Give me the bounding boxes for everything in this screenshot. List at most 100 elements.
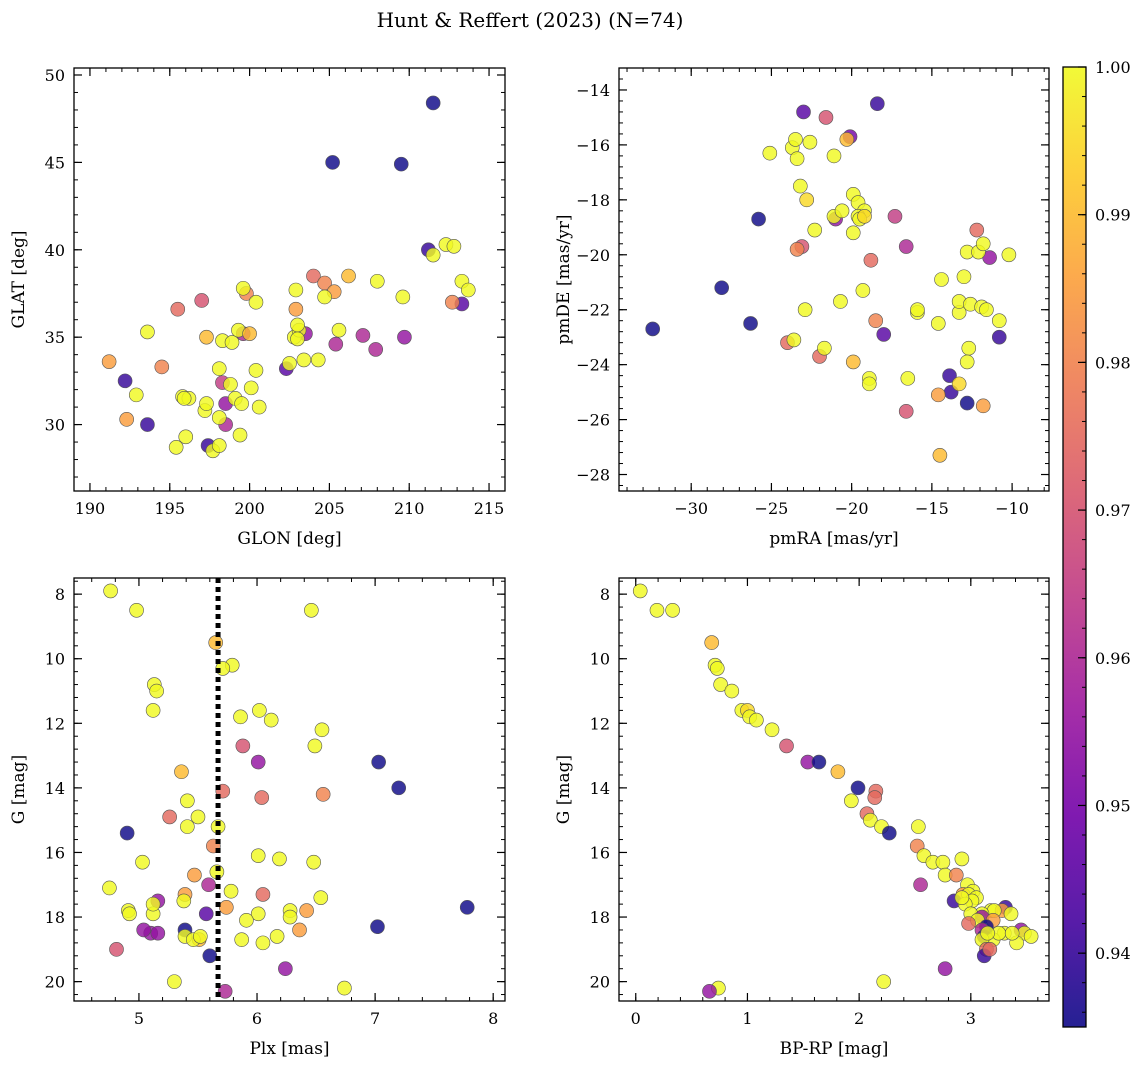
scatter-point — [248, 294, 264, 310]
scatter-point — [190, 809, 206, 825]
scatter-point — [193, 929, 208, 944]
scatter-point — [980, 925, 995, 941]
scatter-point — [341, 268, 356, 284]
x-tick-label: −30 — [674, 499, 708, 518]
scatter-point — [199, 329, 214, 345]
x-tick-label: 205 — [314, 499, 345, 518]
x-tick-label: 215 — [474, 499, 505, 518]
scatter-point — [793, 178, 808, 194]
x-tick-label: 190 — [75, 499, 106, 518]
scatter-point — [109, 942, 124, 957]
scatter-point — [704, 635, 720, 650]
scatter-point — [180, 793, 195, 809]
scatter-point — [645, 321, 660, 337]
scatter-point — [201, 877, 216, 893]
scatter-point — [250, 906, 266, 922]
y-tick-label: 10 — [45, 650, 65, 669]
scatter-point — [224, 335, 240, 350]
y-tick-label: 8 — [55, 585, 65, 604]
scatter-point — [282, 356, 297, 371]
scatter-point — [764, 722, 780, 738]
scatter-point — [459, 900, 475, 915]
scatter-point — [145, 703, 161, 718]
scatter-point — [826, 148, 842, 164]
scatter-point — [937, 961, 953, 977]
scatter-point — [393, 156, 409, 172]
scatter-point — [128, 387, 144, 403]
scatter-point — [446, 238, 462, 254]
colorbar-tick-label: 0.95 — [1095, 796, 1131, 815]
scatter-point — [959, 395, 975, 411]
scatter-point — [751, 211, 766, 227]
scatter-point — [282, 909, 298, 925]
scatter-point — [762, 145, 778, 161]
scatter-point — [239, 912, 254, 928]
scatter-points — [102, 583, 475, 999]
scatter-point — [961, 916, 976, 931]
scatter-point — [117, 373, 133, 389]
scatter-point — [951, 376, 967, 392]
scatter-point — [789, 241, 805, 257]
scatter-point — [881, 825, 897, 841]
x-tick-label: 1 — [742, 1009, 752, 1028]
scatter-point — [910, 302, 925, 318]
x-tick-label: 0 — [631, 1009, 641, 1028]
scatter-point — [255, 887, 271, 902]
y-tick-label: 8 — [600, 585, 610, 604]
scatter-point — [119, 825, 135, 841]
scatter-point — [743, 316, 758, 331]
scatter-point — [397, 329, 412, 345]
scatter-point — [176, 893, 192, 909]
scatter-point — [176, 391, 192, 406]
scatter-point — [797, 302, 813, 318]
y-tick-label: 16 — [590, 843, 610, 862]
scatter-point — [911, 819, 926, 834]
scatter-point — [272, 851, 287, 867]
scatter-point — [991, 329, 1007, 345]
axes-frame — [73, 67, 506, 492]
scatter-point — [807, 222, 823, 238]
x-tick-label: 210 — [394, 499, 425, 518]
x-tick-label: −15 — [915, 499, 949, 518]
y-axis-label: GLAT [deg] — [9, 230, 29, 328]
scatter-point — [180, 819, 195, 834]
y-tick-label: 10 — [590, 650, 610, 669]
y-tick-label: 20 — [45, 973, 65, 992]
x-tick-label: 8 — [488, 1009, 498, 1028]
scatter-point — [243, 380, 259, 396]
scatter-point — [162, 809, 177, 825]
scatter-point — [876, 974, 892, 989]
scatter-point — [445, 294, 460, 310]
scatter-point — [934, 272, 949, 287]
scatter-point — [251, 399, 267, 415]
scatter-point — [355, 328, 371, 343]
scatter-point — [425, 247, 441, 263]
colorbar-tick-label: 0.94 — [1095, 944, 1131, 963]
scatter-point — [959, 354, 975, 370]
scatter-point — [250, 848, 266, 863]
scatter-point — [969, 222, 985, 238]
scatter-point — [140, 324, 155, 340]
scatter-point — [932, 447, 948, 463]
scatter-point — [145, 896, 161, 912]
colorbar-ticks: 0.94 0.95 0.96 0.97 0.98 0.99 1.00 — [1078, 58, 1131, 1013]
scatter-point — [187, 867, 202, 883]
colorbar-tick-label: 0.97 — [1095, 501, 1131, 520]
scatter-point — [233, 709, 248, 725]
x-axis-label: BP-RP [mag] — [780, 1039, 889, 1059]
scatter-point — [154, 359, 170, 375]
x-tick-label: 195 — [155, 499, 186, 518]
scatter-point — [749, 712, 764, 728]
scatter-point — [930, 316, 946, 331]
y-axis-label: pmDE [mas/yr] — [554, 214, 574, 344]
scatter-point — [235, 280, 251, 296]
scatter-point — [102, 880, 117, 896]
scatter-point — [954, 890, 970, 905]
scatter-point — [129, 602, 144, 618]
scatter-point — [242, 326, 257, 341]
scatter-point — [198, 906, 214, 922]
scatter-point — [232, 427, 248, 443]
colorbar-gradient — [1062, 66, 1087, 1028]
scatter-point — [202, 948, 218, 964]
